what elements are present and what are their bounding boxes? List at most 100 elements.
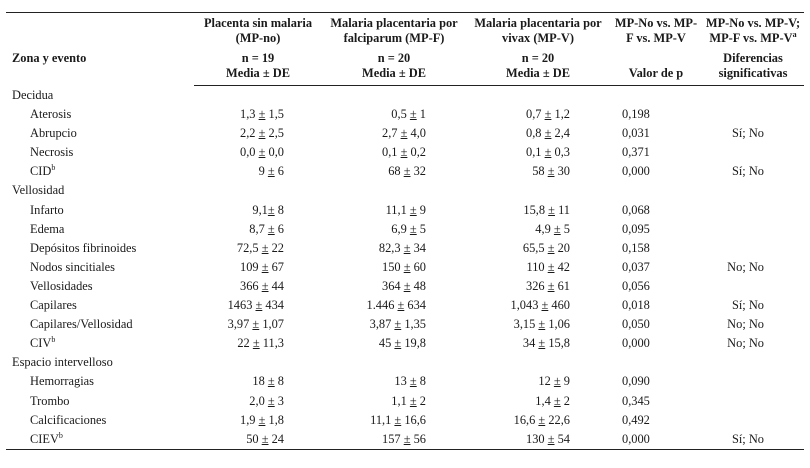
mpf-value: 13 ± 8 [394,374,426,389]
p-value: 0,037 [622,259,650,274]
plus-minus-sign: ± [553,221,561,236]
event-cell: Capilares [6,296,194,315]
plus-minus-sign: ± [267,164,275,179]
plus-minus-sign: ± [394,412,402,427]
mpno-value: 3,97 ± 1,07 [227,317,284,332]
table-header: Zona y evento Placenta sin malaria (MP-n… [6,12,804,86]
col-mpf-title: Malaria placentaria por falciparum (MP-F… [330,16,458,45]
mpno-value: 109 ± 67 [240,259,284,274]
section-title: Espacio intervelloso [12,355,113,370]
mpf-value: 1.446 ± 634 [366,298,426,313]
p-value: 0,000 [622,164,650,179]
plus-minus-sign: ± [403,431,411,446]
plus-minus-sign: ± [553,374,561,389]
mpf-value: 82,3 ± 34 [378,240,426,255]
plus-minus-sign: ± [397,298,405,313]
col-mpf-stat: Media ± DE [362,66,426,80]
plus-minus-sign: ± [547,431,555,446]
p-value: 0,000 [622,336,650,351]
mpv-value: 12 ± 9 [538,374,570,389]
plus-minus-sign: ± [544,145,552,160]
table-row: Infarto 9,1± 8 11,1 ± 9 15,8 ± 11 0,068 [6,201,804,220]
plus-minus-sign: ± [252,336,260,351]
mpv-value: 326 ± 61 [526,278,570,293]
table-row: CIVb 22 ± 11,3 45 ± 19,8 34 ± 15,8 0,000 No; … [6,334,804,353]
plus-minus-sign: ± [403,259,411,274]
plus-minus-sign: ± [544,126,552,141]
event-cell: Vellosidades [6,277,194,296]
mpv-value: 130 ± 54 [466,429,610,450]
table-row: Capilares/Vellosidad 3,97 ± 1,07 3,87 ± 1,… [6,315,804,334]
table-body: Decidua Aterosis 1,3 ± 1,5 0,5 ± 1 0,7 ± 1,2… [6,86,804,450]
p-value: 0,068 [622,202,650,217]
table-row: Nodos sincitiales 109 ± 67 150 ± 60 110 ± 4… [6,258,804,277]
table-row: Abrupcio 2,2 ± 2,5 2,7 ± 4,0 0,8 ± 2,4 0,031… [6,124,804,143]
mpno-value: 8,7 ± 6 [249,221,284,236]
p-value: 0,018 [622,298,650,313]
mpno-value: 0,0 ± 0,0 [240,145,284,160]
p-value: 0,371 [622,145,650,160]
mpv-value: 110 ± 42 [526,259,570,274]
col-diff-title: MP-No vs. MP-V; MP-F vs. MP-Va [702,13,804,46]
col-mpv-n: n = 20 [521,51,555,65]
plus-minus-sign: ± [409,221,417,236]
event-cell: Trombo [6,392,194,411]
event-label: Edema [30,221,65,236]
plus-minus-sign: ± [538,412,546,427]
mpno-value: 1,3 ± 1,5 [240,107,284,122]
col-mpno-subheader: n = 19 Media ± DE [194,46,322,86]
mpf-value: 364 ± 48 [382,278,426,293]
mpv-value: 0,7 ± 1,2 [526,107,570,122]
event-label: Trombo [30,393,70,408]
mpf-value: 1,1 ± 2 [391,393,426,408]
significance-value: No; No [727,336,764,351]
plus-minus-sign: ± [258,412,266,427]
table-row: CIDb 9 ± 6 68 ± 32 58 ± 30 0,000 Sí; No [6,162,804,181]
plus-minus-sign: ± [548,202,555,217]
plus-minus-sign: ± [267,221,275,236]
event-cell: Hemorragias [6,372,194,391]
section-title: Vellosidad [12,183,65,198]
mpf-value: 3,87 ± 1,35 [369,317,426,332]
col-p-title: MP-No vs. MP-F vs. MP-V [614,16,698,45]
event-cell: CIDb [6,162,194,181]
p-value: 0,000 [610,429,702,450]
p-value: 0,031 [622,126,650,141]
mpf-value: 157 ± 56 [322,429,466,450]
p-value: 0,050 [622,317,650,332]
plus-minus-sign: ± [547,278,555,293]
mpno-value: 72,5 ± 22 [236,240,284,255]
table-row: Aterosis 1,3 ± 1,5 0,5 ± 1 0,7 ± 1,2 0,198 [6,105,804,124]
mpno-value: 2,2 ± 2,5 [240,126,284,141]
event-cell: Depósitos fibrinoides [6,239,194,258]
plus-minus-sign: ± [261,259,269,274]
event-label: Vellosidades [30,278,93,293]
col-mpv-stat: Media ± DE [506,66,570,80]
event-footnote-mark: b [58,430,63,440]
event-cell: Nodos sincitiales [6,258,194,277]
plus-minus-sign: ± [258,145,266,160]
p-value: 0,095 [622,221,650,236]
mpf-value: 0,1 ± 0,2 [382,145,426,160]
col-mpf-subheader: n = 20 Media ± DE [322,46,466,86]
col-mpf-n: n = 20 [377,51,411,65]
event-footnote-mark: b [51,335,56,345]
col-p-subheader: Valor de p [610,46,702,86]
event-cell: Capilares/Vellosidad [6,315,194,334]
plus-minus-sign: ± [538,317,546,332]
mpf-value: 0,5 ± 1 [391,107,426,122]
section-row: Espacio intervelloso [6,353,804,372]
event-label: Hemorragias [30,374,94,389]
significance-value [702,392,804,411]
event-label: CID [30,164,52,179]
plus-minus-sign: ± [261,431,269,446]
zone-event-header: Zona y evento [12,50,87,65]
plus-minus-sign: ± [255,298,263,313]
plus-minus-sign: ± [394,336,402,351]
col-diff-title-text: MP-No vs. MP-V; MP-F vs. MP-V [705,16,801,45]
event-label: Abrupcio [30,126,77,141]
mpno-value: 1,9 ± 1,8 [240,412,284,427]
mpv-value: 34 ± 15,8 [522,336,570,351]
plus-minus-sign: ± [547,259,555,274]
mpv-value: 16,6 ± 22,6 [513,412,570,427]
